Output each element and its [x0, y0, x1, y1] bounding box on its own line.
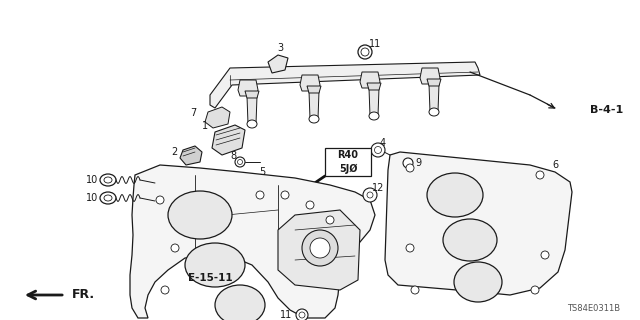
- Ellipse shape: [326, 216, 334, 224]
- Text: 5JØ: 5JØ: [339, 164, 357, 174]
- Polygon shape: [268, 55, 288, 73]
- Ellipse shape: [309, 115, 319, 123]
- Text: 9: 9: [415, 158, 421, 168]
- Polygon shape: [360, 72, 380, 88]
- Ellipse shape: [237, 159, 243, 164]
- Ellipse shape: [406, 244, 414, 252]
- Polygon shape: [130, 165, 375, 318]
- Polygon shape: [205, 107, 230, 128]
- Ellipse shape: [215, 285, 265, 320]
- Ellipse shape: [363, 188, 377, 202]
- Ellipse shape: [171, 244, 179, 252]
- Text: TS84E0311B: TS84E0311B: [567, 304, 620, 313]
- Text: R40: R40: [337, 150, 358, 160]
- Text: 6: 6: [552, 160, 558, 170]
- Text: 5: 5: [259, 167, 265, 177]
- Ellipse shape: [100, 174, 116, 186]
- Text: E-15-11: E-15-11: [188, 273, 232, 283]
- Ellipse shape: [358, 45, 372, 59]
- Polygon shape: [420, 68, 440, 84]
- Ellipse shape: [427, 173, 483, 217]
- Ellipse shape: [411, 286, 419, 294]
- Ellipse shape: [374, 147, 381, 154]
- Text: FR.: FR.: [72, 289, 95, 301]
- Text: 4: 4: [380, 138, 386, 148]
- Polygon shape: [247, 96, 257, 124]
- Ellipse shape: [185, 243, 245, 287]
- Polygon shape: [245, 91, 259, 98]
- Ellipse shape: [310, 238, 330, 258]
- Ellipse shape: [100, 192, 116, 204]
- Polygon shape: [300, 75, 320, 91]
- Polygon shape: [309, 91, 319, 119]
- Ellipse shape: [536, 171, 544, 179]
- Ellipse shape: [531, 286, 539, 294]
- Ellipse shape: [281, 191, 289, 199]
- Ellipse shape: [369, 112, 379, 120]
- Text: 8: 8: [230, 151, 236, 161]
- Ellipse shape: [406, 164, 414, 172]
- Ellipse shape: [361, 48, 369, 56]
- Ellipse shape: [443, 219, 497, 261]
- Polygon shape: [212, 125, 245, 155]
- Ellipse shape: [104, 195, 112, 201]
- Ellipse shape: [156, 196, 164, 204]
- Text: 2: 2: [172, 147, 178, 157]
- Ellipse shape: [367, 192, 373, 198]
- Text: 3: 3: [277, 43, 283, 53]
- Polygon shape: [369, 88, 379, 116]
- Text: 10: 10: [86, 175, 98, 185]
- Ellipse shape: [299, 312, 305, 318]
- Text: 10: 10: [86, 193, 98, 203]
- Text: 12: 12: [372, 183, 384, 193]
- FancyBboxPatch shape: [325, 148, 371, 176]
- Polygon shape: [427, 79, 441, 86]
- Polygon shape: [429, 84, 439, 112]
- Ellipse shape: [161, 286, 169, 294]
- Polygon shape: [307, 86, 321, 93]
- Polygon shape: [385, 152, 572, 295]
- Ellipse shape: [256, 191, 264, 199]
- Ellipse shape: [371, 143, 385, 157]
- Ellipse shape: [247, 120, 257, 128]
- Polygon shape: [210, 62, 480, 108]
- Ellipse shape: [168, 191, 232, 239]
- Ellipse shape: [306, 201, 314, 209]
- Ellipse shape: [541, 251, 549, 259]
- Text: B-4-1: B-4-1: [590, 105, 623, 115]
- Ellipse shape: [454, 262, 502, 302]
- Polygon shape: [238, 80, 258, 96]
- Polygon shape: [278, 210, 360, 290]
- Text: 11: 11: [369, 39, 381, 49]
- Ellipse shape: [104, 177, 112, 183]
- Text: 1: 1: [202, 121, 208, 131]
- Polygon shape: [180, 146, 202, 165]
- Ellipse shape: [403, 158, 413, 168]
- Ellipse shape: [302, 230, 338, 266]
- Text: 7: 7: [189, 108, 196, 118]
- Ellipse shape: [235, 157, 245, 167]
- Text: 11: 11: [280, 310, 292, 320]
- Ellipse shape: [429, 108, 439, 116]
- Ellipse shape: [296, 309, 308, 320]
- Polygon shape: [367, 83, 381, 90]
